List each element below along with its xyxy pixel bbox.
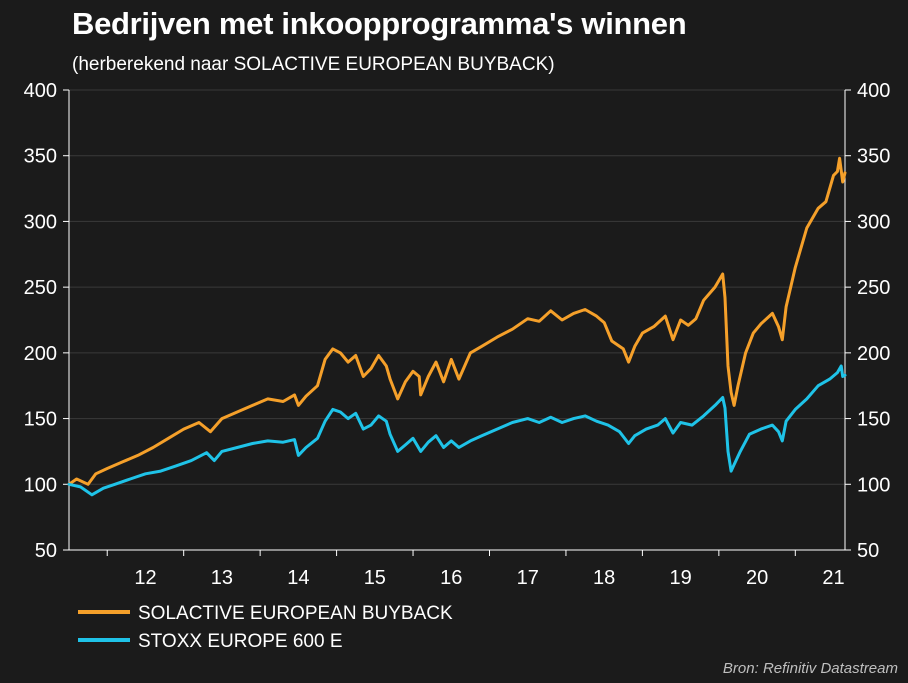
y-tick-label-left: 350 [24, 146, 57, 168]
axes [63, 89, 851, 556]
y-tick-label-right: 300 [857, 211, 890, 233]
y-tick-label-left: 200 [24, 343, 57, 365]
series-line-1 [67, 156, 847, 486]
series-line-2 [67, 364, 847, 497]
x-tick-label: 17 [517, 567, 539, 589]
y-tick-label-right: 150 [857, 409, 890, 431]
legend: SOLACTIVE EUROPEAN BUYBACK STOXX EUROPE 6… [78, 603, 453, 652]
x-tick-label: 21 [822, 567, 844, 589]
chart-title: Bedrijven met inkoopprogramma's winnen [72, 6, 687, 41]
x-tick-label: 19 [670, 567, 692, 589]
y-tick-label-right: 250 [857, 277, 890, 299]
y-tick-label-left: 50 [35, 540, 57, 562]
x-tick-label: 12 [134, 567, 156, 589]
y-tick-label-right: 400 [857, 80, 890, 102]
legend-label-2: STOXX EUROPE 600 E [138, 631, 343, 652]
x-tick-label: 16 [440, 567, 462, 589]
y-tick-label-left: 100 [24, 474, 57, 496]
x-tick-label: 13 [211, 567, 233, 589]
x-tick-label: 15 [364, 567, 386, 589]
legend-label-1: SOLACTIVE EUROPEAN BUYBACK [138, 603, 453, 624]
gridlines [69, 89, 845, 485]
x-tick-label: 20 [746, 567, 768, 589]
x-tick-label: 14 [287, 567, 309, 589]
y-tick-label-left: 150 [24, 409, 57, 431]
y-tick-label-left: 400 [24, 80, 57, 102]
y-tick-label-right: 50 [857, 540, 879, 562]
y-tick-label-left: 300 [24, 211, 57, 233]
y-tick-label-left: 250 [24, 277, 57, 299]
y-tick-label-right: 350 [857, 146, 890, 168]
y-tick-label-right: 100 [857, 474, 890, 496]
y-tick-labels-right: 50 100 150 200 250 300 350 400 [857, 80, 890, 562]
y-tick-label-right: 200 [857, 343, 890, 365]
source-note: Bron: Refinitiv Datastream [722, 660, 898, 677]
x-tick-label: 18 [593, 567, 615, 589]
y-tick-labels-left: 50 100 150 200 250 300 350 400 [24, 80, 57, 562]
chart-subtitle: (herberekend naar SOLACTIVE EUROPEAN BUY… [72, 54, 555, 75]
series-lines [67, 156, 847, 497]
x-tick-labels: 12 13 14 15 16 17 18 19 20 21 [134, 567, 844, 589]
